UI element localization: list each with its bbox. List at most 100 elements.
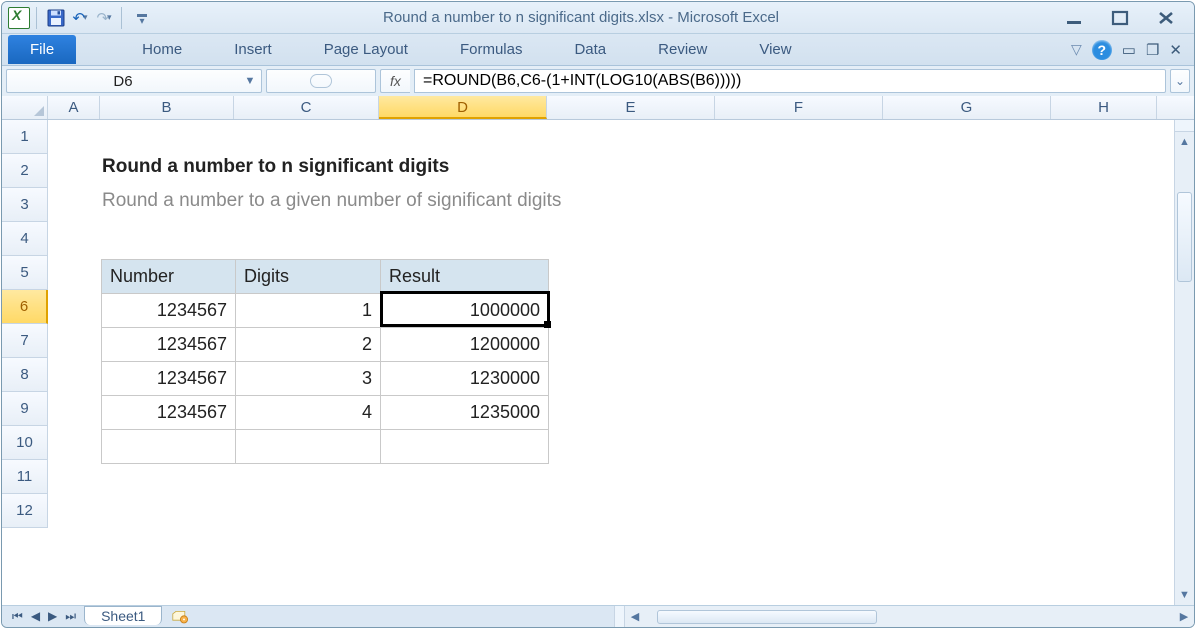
row-header-1[interactable]: 1: [2, 120, 48, 154]
row-header-10[interactable]: 10: [2, 426, 48, 460]
table-cell[interactable]: 1235000: [381, 396, 549, 430]
split-handle-vertical[interactable]: [1175, 120, 1194, 132]
row-header-3[interactable]: 3: [2, 188, 48, 222]
row-header-11[interactable]: 11: [2, 460, 48, 494]
sheet-next-button[interactable]: ▶: [48, 609, 57, 624]
excel-icon[interactable]: [8, 7, 30, 29]
insert-function-button[interactable]: fx: [380, 69, 410, 93]
sheet-prev-button[interactable]: ◀: [31, 609, 40, 624]
workbook-close-button[interactable]: ✕: [1169, 41, 1182, 59]
scroll-up-button[interactable]: ▲: [1175, 132, 1194, 152]
scroll-left-button[interactable]: ◀: [625, 610, 645, 623]
scroll-right-button[interactable]: ▶: [1174, 610, 1194, 623]
column-header-C[interactable]: C: [234, 96, 379, 119]
table-cell[interactable]: 1: [236, 294, 381, 328]
title-bar: ↶▾ ↷▾ ▬▾ Round a number to n significant…: [2, 2, 1194, 34]
table-cell[interactable]: 1000000: [381, 294, 549, 328]
table-cell[interactable]: 1234567: [102, 294, 236, 328]
tab-data[interactable]: Data: [548, 35, 632, 64]
row-header-8[interactable]: 8: [2, 358, 48, 392]
data-table: NumberDigitsResult 123456711000000123456…: [101, 259, 549, 464]
column-header-D[interactable]: D: [379, 96, 547, 119]
tab-page-layout[interactable]: Page Layout: [298, 35, 434, 64]
horizontal-scrollbar[interactable]: ◀ ▶: [614, 606, 1194, 627]
minimize-button[interactable]: [1062, 8, 1086, 28]
customize-qat-button[interactable]: ▬▾: [134, 8, 150, 28]
undo-button[interactable]: ↶▾: [69, 7, 91, 29]
quick-access-toolbar: ↶▾ ↷▾ ▬▾: [8, 7, 150, 29]
split-handle-horizontal[interactable]: [615, 606, 625, 627]
tab-view[interactable]: View: [733, 35, 817, 64]
row-header-12[interactable]: 12: [2, 494, 48, 528]
sheet-first-button[interactable]: ⏮: [12, 609, 23, 624]
column-header-G[interactable]: G: [883, 96, 1051, 119]
row-header-6[interactable]: 6: [2, 290, 48, 324]
table-cell[interactable]: 1234567: [102, 328, 236, 362]
table-row: 123456731230000: [102, 362, 549, 396]
name-box-dropdown-icon[interactable]: ▼: [239, 75, 261, 87]
expand-formula-bar-button[interactable]: ⌄: [1170, 69, 1190, 93]
row-header-4[interactable]: 4: [2, 222, 48, 256]
table-cell[interactable]: 4: [236, 396, 381, 430]
cells-area[interactable]: Round a number to n significant digits R…: [48, 120, 1194, 605]
row-header-7[interactable]: 7: [2, 324, 48, 358]
table-cell[interactable]: 3: [236, 362, 381, 396]
table-header[interactable]: Number: [102, 260, 236, 294]
horizontal-scroll-track[interactable]: [645, 610, 1174, 624]
qat-separator: [121, 7, 122, 29]
scroll-down-button[interactable]: ▼: [1175, 585, 1194, 605]
tab-home[interactable]: Home: [116, 35, 208, 64]
workbook-minimize-button[interactable]: ▭: [1122, 41, 1136, 59]
minimize-ribbon-button[interactable]: ▽: [1071, 41, 1082, 58]
row-header-5[interactable]: 5: [2, 256, 48, 290]
spreadsheet-grid: ABCDEFGH 123456789101112 Round a number …: [2, 96, 1194, 605]
column-header-H[interactable]: H: [1051, 96, 1157, 119]
sheet-nav-buttons: ⏮ ◀ ▶ ⏭: [2, 609, 84, 624]
table-header[interactable]: Digits: [236, 260, 381, 294]
window-title: Round a number to n significant digits.x…: [150, 9, 1062, 26]
name-box-input[interactable]: [7, 73, 239, 90]
maximize-button[interactable]: [1108, 8, 1132, 28]
column-header-A[interactable]: A: [48, 96, 100, 119]
column-header-F[interactable]: F: [715, 96, 883, 119]
workbook-restore-button[interactable]: ❐: [1146, 41, 1159, 59]
tab-file[interactable]: File: [8, 35, 76, 64]
row-header-2[interactable]: 2: [2, 154, 48, 188]
vertical-scrollbar[interactable]: ▲ ▼: [1174, 120, 1194, 605]
table-cell[interactable]: 1230000: [381, 362, 549, 396]
table-cell[interactable]: 1234567: [102, 396, 236, 430]
tab-formulas[interactable]: Formulas: [434, 35, 549, 64]
qat-separator: [36, 7, 37, 29]
close-button[interactable]: [1154, 8, 1178, 28]
table-cell[interactable]: [236, 430, 381, 464]
name-box[interactable]: ▼: [6, 69, 262, 93]
column-header-E[interactable]: E: [547, 96, 715, 119]
table-cell[interactable]: 1200000: [381, 328, 549, 362]
tab-insert[interactable]: Insert: [208, 35, 298, 64]
table-row: 123456711000000: [102, 294, 549, 328]
sheet-last-button[interactable]: ⏭: [65, 609, 76, 624]
help-icon[interactable]: ?: [1092, 40, 1112, 60]
table-header[interactable]: Result: [381, 260, 549, 294]
row-header-9[interactable]: 9: [2, 392, 48, 426]
table-cell[interactable]: [102, 430, 236, 464]
tab-review[interactable]: Review: [632, 35, 733, 64]
table-cell[interactable]: 1234567: [102, 362, 236, 396]
table-cell[interactable]: [381, 430, 549, 464]
insert-sheet-button[interactable]: [172, 610, 188, 624]
save-button[interactable]: [45, 7, 67, 29]
horizontal-scroll-thumb[interactable]: [657, 610, 877, 624]
column-header-B[interactable]: B: [100, 96, 234, 119]
table-row: 123456741235000: [102, 396, 549, 430]
formula-bar-insert-button[interactable]: [266, 69, 376, 93]
redo-button[interactable]: ↷▾: [93, 7, 115, 29]
formula-input[interactable]: [414, 69, 1166, 93]
window-controls: [1062, 8, 1190, 28]
table-cell[interactable]: 2: [236, 328, 381, 362]
select-all-corner[interactable]: [2, 96, 48, 119]
vertical-scroll-thumb[interactable]: [1177, 192, 1192, 282]
vertical-scroll-track[interactable]: [1175, 152, 1194, 585]
ribbon-right-controls: ▽ ? ▭ ❐ ✕: [1071, 40, 1194, 60]
sheet-tab-active[interactable]: Sheet1: [84, 606, 162, 625]
excel-window: ↶▾ ↷▾ ▬▾ Round a number to n significant…: [1, 1, 1195, 628]
